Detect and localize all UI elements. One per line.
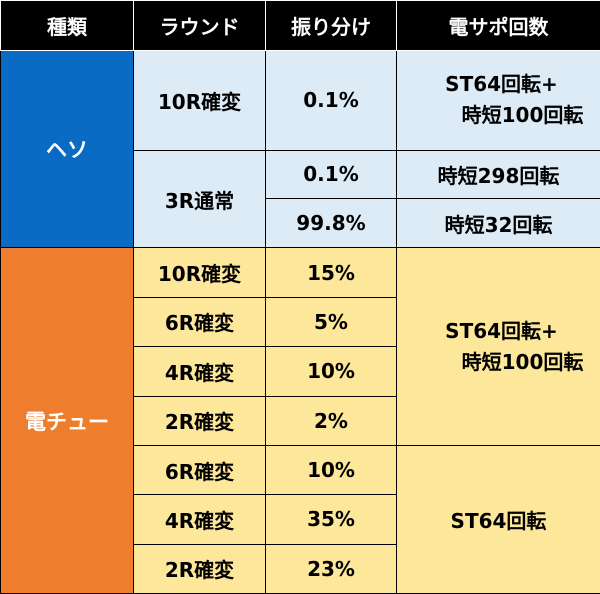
denchu-round-cell: 6R確変	[133, 444, 266, 496]
denchu-share-cell: 10%	[265, 444, 397, 496]
heso-round-cell: 3R通常	[133, 149, 266, 249]
denchu-share-cell: 10%	[265, 346, 397, 397]
heso-row: 99.8% 時短32回転	[1, 198, 600, 249]
support-line: ST64回転+	[445, 72, 558, 97]
header-row: 種類 ラウンド 振り分け 電サポ回数	[0, 0, 600, 51]
denchu-row: 電チュー 10R確変 15% ST64回転+ 時短100回転	[0, 247, 600, 594]
denchu-share-cell: 35%	[265, 494, 397, 545]
denchu-label: 電チュー	[0, 247, 134, 594]
heso-share-cell: 0.1%	[265, 149, 397, 200]
denchu-support-cell: ST64回転	[396, 444, 600, 594]
denchu-row: 2R確変 2%	[1, 395, 600, 446]
header-type: 種類	[0, 0, 134, 51]
support-line: ST64回転+	[445, 318, 558, 343]
denchu-row: 4R確変 10%	[1, 346, 600, 397]
denchu-row: 6R確変 5%	[1, 296, 600, 348]
support-line: 時短100回転	[461, 103, 584, 128]
support-line: 時短100回転	[461, 349, 584, 374]
denchu-round-cell: 2R確変	[133, 395, 266, 446]
denchu-support-cell: ST64回転+ 時短100回転	[396, 247, 600, 446]
heso-share-cell: 99.8%	[265, 198, 397, 249]
heso-support-cell: 時短298回転	[396, 149, 600, 200]
denchu-share-cell: 2%	[265, 395, 397, 446]
denchu-row: 2R確変 23%	[1, 543, 600, 594]
denchu-round-cell: 4R確変	[133, 346, 266, 397]
heso-support-cell: 時短32回転	[396, 198, 600, 249]
denchu-round-cell: 10R確変	[133, 247, 266, 298]
heso-share-cell: 0.1%	[265, 50, 397, 151]
denchu-round-cell: 2R確変	[133, 543, 266, 594]
denchu-share-cell: 5%	[265, 296, 397, 348]
denchu-round-cell: 6R確変	[133, 296, 266, 348]
header-round: ラウンド	[133, 0, 266, 51]
heso-row: 3R通常 0.1% 時短298回転	[1, 149, 600, 249]
denchu-round-cell: 4R確変	[133, 494, 266, 545]
header-support-count: 電サポ回数	[396, 0, 600, 51]
header-share: 振り分け	[265, 0, 397, 51]
heso-label: ヘソ	[0, 49, 134, 249]
heso-round-cell: 10R確変	[133, 50, 266, 151]
denchu-share-cell: 15%	[265, 247, 397, 298]
heso-row: ヘソ 10R確変 0.1% ST64回転+ 時短100回転	[0, 49, 600, 249]
heso-support-cell: ST64回転+ 時短100回転	[396, 50, 600, 151]
denchu-share-cell: 23%	[265, 543, 397, 594]
